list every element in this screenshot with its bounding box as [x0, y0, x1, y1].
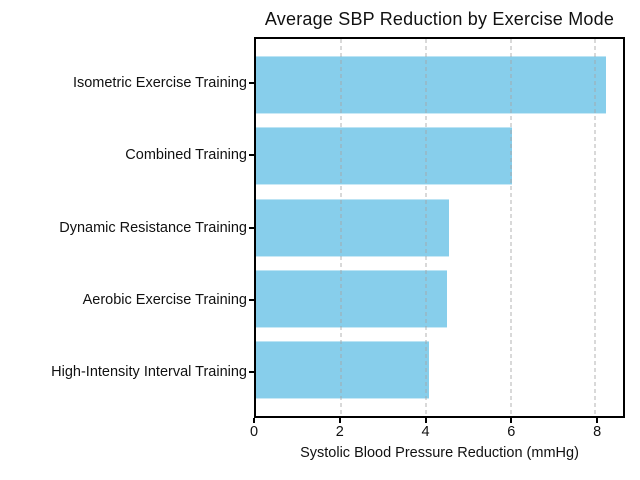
- x-tick-mark: [510, 418, 513, 423]
- category-label: Aerobic Exercise Training: [82, 291, 247, 308]
- x-tick-mark: [253, 418, 255, 423]
- gridline: [510, 39, 512, 416]
- y-tick-mark: [249, 154, 254, 157]
- y-tick-mark: [249, 370, 254, 373]
- chart-title: Average SBP Reduction by Exercise Mode: [264, 9, 615, 29]
- category-label: Isometric Exercise Training: [72, 75, 247, 92]
- y-tick-mark: [249, 226, 254, 229]
- x-tick-label: 2: [335, 424, 344, 440]
- y-tick-mark: [249, 82, 254, 85]
- x-tick-label: 8: [593, 424, 602, 440]
- x-tick-label: 4: [421, 424, 430, 440]
- gridline: [594, 39, 596, 416]
- bar: [256, 56, 606, 114]
- bar: [256, 198, 450, 257]
- bar: [256, 270, 447, 328]
- x-axis-ticks: 0 2 4 6 8: [250, 418, 625, 448]
- x-tick-label: 0: [249, 424, 259, 440]
- gridline: [425, 39, 427, 416]
- x-tick-label: 6: [507, 424, 516, 440]
- y-axis-labels: Isometric Exercise Training Combined Trai…: [0, 37, 247, 418]
- x-tick-mark: [338, 418, 341, 423]
- gridline: [340, 39, 342, 416]
- plot-area: [254, 37, 625, 418]
- y-tick-mark: [249, 298, 254, 301]
- x-tick-mark: [596, 418, 599, 423]
- category-label: High-Intensity Interval Training: [51, 363, 247, 380]
- bar: [256, 341, 430, 399]
- category-label: Dynamic Resistance Training: [59, 219, 247, 236]
- x-tick-mark: [424, 418, 427, 423]
- x-axis-title: Systolic Blood Pressure Reduction (mmHg): [300, 445, 579, 461]
- bar: [256, 127, 513, 185]
- category-label: Combined Training: [125, 147, 247, 164]
